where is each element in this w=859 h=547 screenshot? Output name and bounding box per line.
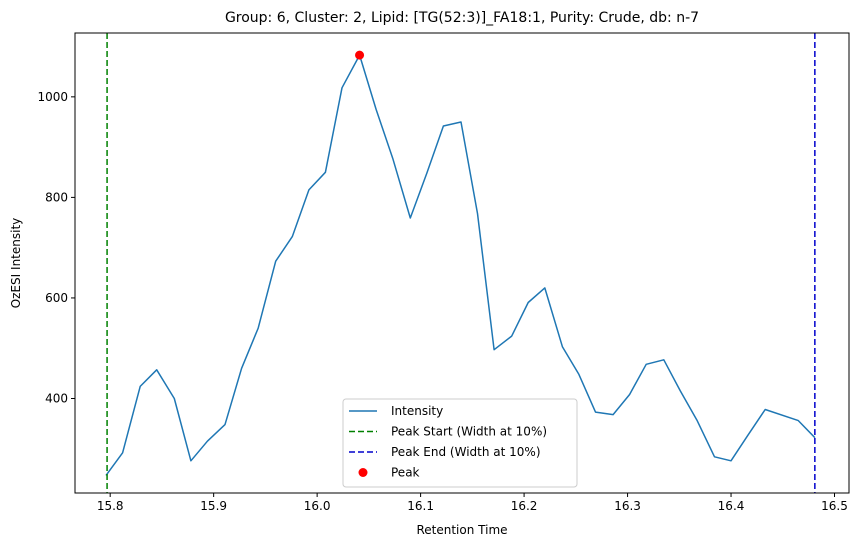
- legend-label-0: Intensity: [391, 404, 443, 418]
- y-tick-label: 1000: [37, 90, 68, 104]
- x-tick-label: 16.5: [821, 499, 848, 513]
- peak-marker: [355, 50, 365, 60]
- y-tick-label: 600: [45, 291, 68, 305]
- legend-label-3: Peak: [391, 466, 420, 480]
- x-tick-label: 16.2: [511, 499, 538, 513]
- x-tick-label: 15.9: [200, 499, 227, 513]
- legend-label-1: Peak Start (Width at 10%): [391, 425, 547, 439]
- legend-swatch-3: [358, 468, 368, 477]
- legend: Intensity Peak Start (Width at 10%) Peak E…: [342, 398, 578, 488]
- y-tick-label: 400: [45, 391, 68, 405]
- x-tick-label: 16.3: [614, 499, 641, 513]
- legend-box: [342, 398, 578, 488]
- legend-label-2: Peak End (Width at 10%): [391, 445, 541, 459]
- axes-frame: [74, 32, 850, 494]
- x-tick-label: 16.0: [304, 499, 331, 513]
- x-tick-label: 15.8: [97, 499, 124, 513]
- x-axis-label: Retention Time: [416, 523, 507, 537]
- x-tick-label: 16.1: [407, 499, 434, 513]
- series-line-0: [105, 54, 816, 476]
- x-tick-label: 16.4: [718, 499, 745, 513]
- y-tick-label: 800: [45, 190, 68, 204]
- chart-title: Group: 6, Cluster: 2, Lipid: [TG(52:3)]_…: [225, 10, 699, 26]
- plot-area: 15.8 15.9 16.0 16.1 16.2 16.3 16.4 16.5 400 600 80…: [37, 32, 850, 513]
- y-axis-label: OzESI Intensity: [9, 218, 23, 309]
